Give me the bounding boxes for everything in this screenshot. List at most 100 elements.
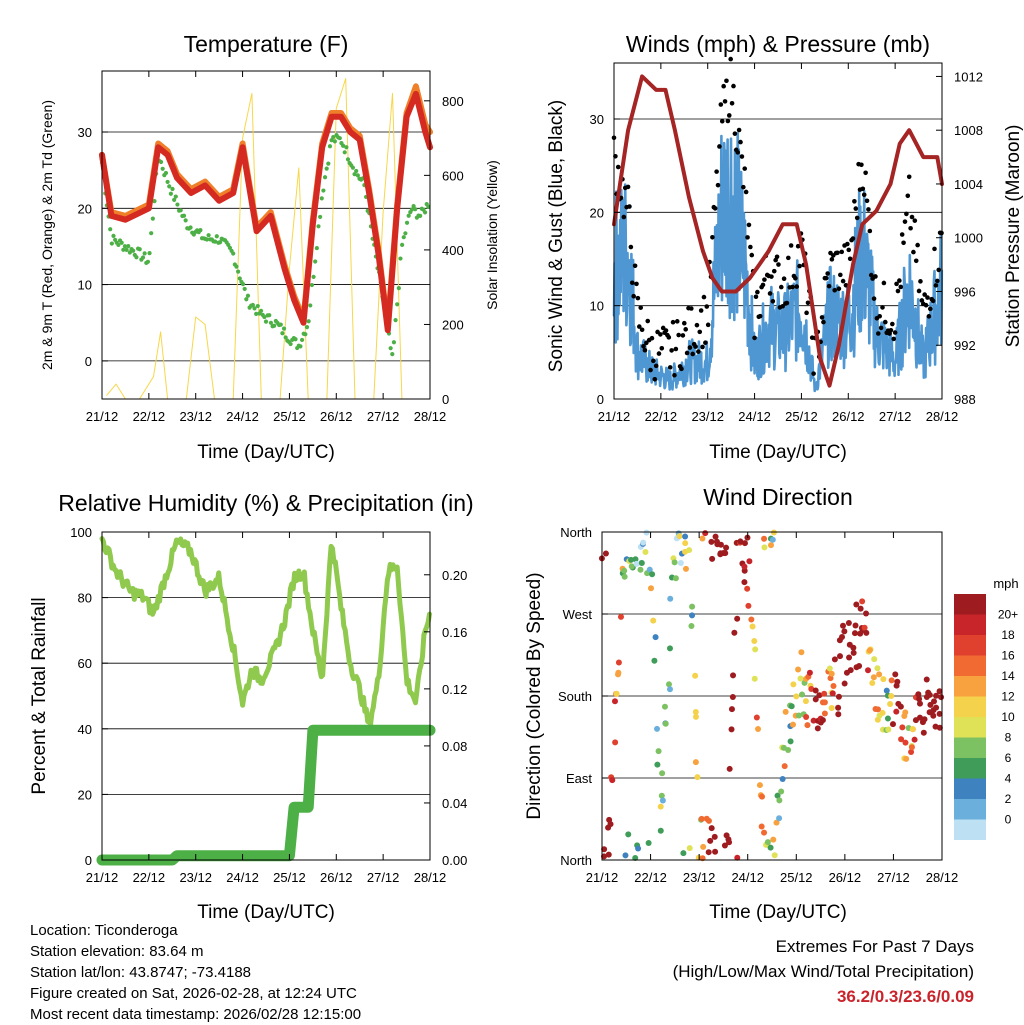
- wind-direction-point: [731, 629, 738, 636]
- dewpoint-point: [404, 220, 410, 225]
- wind-gust-point: [915, 242, 920, 248]
- humidity-left-ticks: 0 20 40 60 80 100: [70, 525, 108, 868]
- wind-gust-point: [904, 211, 909, 217]
- wind-direction-point: [915, 691, 922, 698]
- wind-gust-point: [672, 372, 677, 378]
- wind-direction-point: [768, 542, 775, 549]
- wind-direction-point: [761, 535, 768, 542]
- dewpoint-point: [268, 320, 274, 325]
- wind-gust-point: [790, 284, 795, 290]
- wind-x-tick-label: 22/12: [645, 409, 678, 424]
- wind-direction-point: [884, 715, 891, 722]
- temperature-series: [99, 78, 433, 400]
- wind-direction-point: [653, 725, 660, 732]
- wind-direction-point: [755, 726, 762, 733]
- wind-direction-point: [751, 675, 758, 682]
- wind-gust-point: [739, 154, 745, 159]
- wind-gust-point: [880, 305, 885, 310]
- wind-direction-point: [866, 647, 873, 654]
- direction-x-ticks: 21/12 22/12 23/12 24/12 25/12 26/12 27/12 28/12: [586, 532, 959, 885]
- temp-y2-tick-label: 200: [442, 317, 464, 332]
- wind-direction-point: [814, 725, 821, 732]
- wind-direction-point: [655, 748, 662, 755]
- dir-x-tick-label: 28/12: [926, 870, 959, 885]
- wind-direction-point: [602, 550, 609, 557]
- dir-y-tick-label: West: [563, 607, 593, 622]
- wind-x-tick-label: 21/12: [598, 409, 631, 424]
- wind-direction-point: [728, 706, 735, 713]
- wind-gust-point: [786, 255, 791, 261]
- wind-direction-point: [686, 547, 693, 554]
- wind-gust-point: [805, 300, 811, 306]
- wind-direction-point: [835, 711, 842, 718]
- wind-direction-point: [821, 710, 828, 717]
- wind-gust-point: [629, 280, 635, 286]
- wind-direction-point: [831, 656, 838, 663]
- dewpoint-point: [173, 194, 178, 199]
- wind-gust-point: [871, 296, 877, 301]
- dewpoint-point: [245, 293, 251, 298]
- wind-direction-point: [790, 721, 797, 728]
- wind-direction-point: [756, 782, 763, 789]
- dewpoint-point: [426, 204, 431, 209]
- dewpoint-point: [240, 282, 246, 287]
- wind-direction-point: [723, 544, 730, 551]
- wind-gust-point: [909, 214, 915, 220]
- wind-gust-point: [811, 371, 816, 376]
- wind-gust-point: [906, 174, 912, 180]
- dewpoint-point: [422, 210, 428, 215]
- dewpoint-point: [278, 322, 283, 327]
- wind-direction-point: [615, 659, 622, 666]
- wind-gust-point: [836, 286, 842, 292]
- wind-direction-point: [761, 544, 768, 551]
- wind-direction-point: [680, 850, 687, 857]
- legend-label: 12: [1001, 690, 1015, 704]
- wind-gust-point: [741, 184, 746, 190]
- wind-gust-point: [781, 276, 787, 282]
- direction-series: [598, 529, 945, 862]
- dewpoint-point: [354, 168, 359, 174]
- temperature-right-ticks: 0 200 400 600 800: [424, 94, 464, 407]
- dewpoint-point: [137, 247, 142, 252]
- wind-direction-point: [613, 690, 620, 697]
- wind-direction-point: [646, 566, 653, 573]
- wind-direction-point: [874, 706, 881, 713]
- wind-gust-point: [838, 272, 843, 278]
- wind-gust-point: [752, 335, 757, 341]
- wind-gust-point: [705, 322, 711, 328]
- wind-gust-point: [793, 275, 798, 281]
- wind-direction-point: [730, 672, 737, 679]
- wind-direction-point: [621, 573, 628, 580]
- temperature-title: Temperature (F): [184, 31, 349, 57]
- wind-gust-point: [701, 294, 707, 300]
- wind-y2-tick-label: 1000: [954, 231, 983, 246]
- temp-y2-tick-label: 0: [442, 392, 449, 407]
- dewpoint-point: [321, 188, 326, 193]
- wind-gust-point: [776, 262, 781, 267]
- wind-direction-point: [662, 720, 669, 727]
- dewpoint-point: [234, 264, 239, 269]
- wind-direction-point: [902, 739, 909, 746]
- wind-gust-point: [652, 377, 658, 382]
- wind-direction-point: [806, 669, 813, 676]
- dewpoint-point: [258, 308, 264, 313]
- wind-direction-point: [672, 575, 679, 582]
- wind-gust-point: [715, 182, 721, 188]
- wind-gust-point: [726, 113, 732, 118]
- wind-direction-point: [841, 628, 848, 635]
- winds-series: [611, 56, 944, 393]
- wind-y-tick-label: 30: [590, 112, 604, 127]
- humidity-x-ticks: 21/12 22/12 23/12 24/12 25/12 26/12 27/12 28/12: [86, 532, 446, 885]
- wind-direction-point: [889, 721, 896, 728]
- wind-direction-point: [812, 696, 819, 703]
- dir-y-tick-label: South: [558, 689, 592, 704]
- wind-direction-point: [745, 602, 752, 609]
- wind-gust-point: [780, 303, 785, 309]
- legend-title: mph: [993, 576, 1018, 591]
- wind-direction-point: [916, 714, 923, 721]
- wind-direction-point: [751, 638, 758, 645]
- wind-direction-point: [654, 761, 661, 768]
- dewpoint-point: [149, 231, 154, 236]
- wind-direction-point: [609, 777, 616, 784]
- wind-gust-point: [878, 325, 884, 331]
